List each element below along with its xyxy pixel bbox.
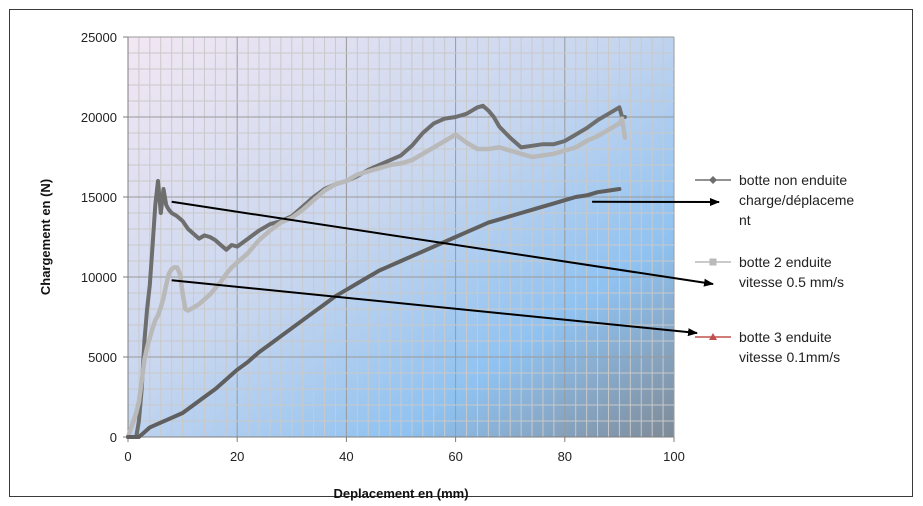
legend-label: botte 2 enduite [739,254,832,270]
y-tick-label: 0 [110,430,117,445]
legend-label: botte non enduite [739,172,847,188]
x-tick-label: 40 [339,449,353,464]
y-axis-title: Chargement en (N) [38,179,53,295]
y-tick-label: 15000 [81,190,117,205]
y-tick-label: 25000 [81,30,117,45]
x-tick-label: 80 [558,449,572,464]
legend-marker-square [709,258,717,266]
legend-marker-triangle [709,333,717,340]
annotation-arrows [171,197,720,337]
x-tick-label: 20 [230,449,244,464]
x-tick-label: 100 [663,449,685,464]
y-tick-label: 10000 [81,270,117,285]
legend-label: vitesse 0.5 mm/s [739,274,844,290]
legend: botte non enduite charge/déplaceme nt botte… [695,172,854,365]
series-line-2 [125,116,628,440]
series-line-1 [126,103,627,439]
legend-label: vitesse 0.1mm/s [739,349,840,365]
x-tick-label: 0 [124,449,131,464]
y-tick-label: 5000 [88,350,117,365]
series-line-3 [126,187,622,439]
series [125,103,628,440]
x-axis-title: Deplacement en (mm) [333,486,468,501]
axes: 0 20 40 60 80 100 0 5000 10000 15000 20000 25000 [81,30,685,464]
legend-label: nt [739,212,751,228]
legend-marker-diamond [709,176,717,184]
legend-label: botte 3 enduite [739,329,832,345]
y-tick-label: 20000 [81,110,117,125]
x-tick-label: 60 [448,449,462,464]
annotation-arrow-1 [171,200,714,287]
legend-label: charge/déplaceme [739,192,854,208]
annotation-arrow-2 [171,279,698,337]
